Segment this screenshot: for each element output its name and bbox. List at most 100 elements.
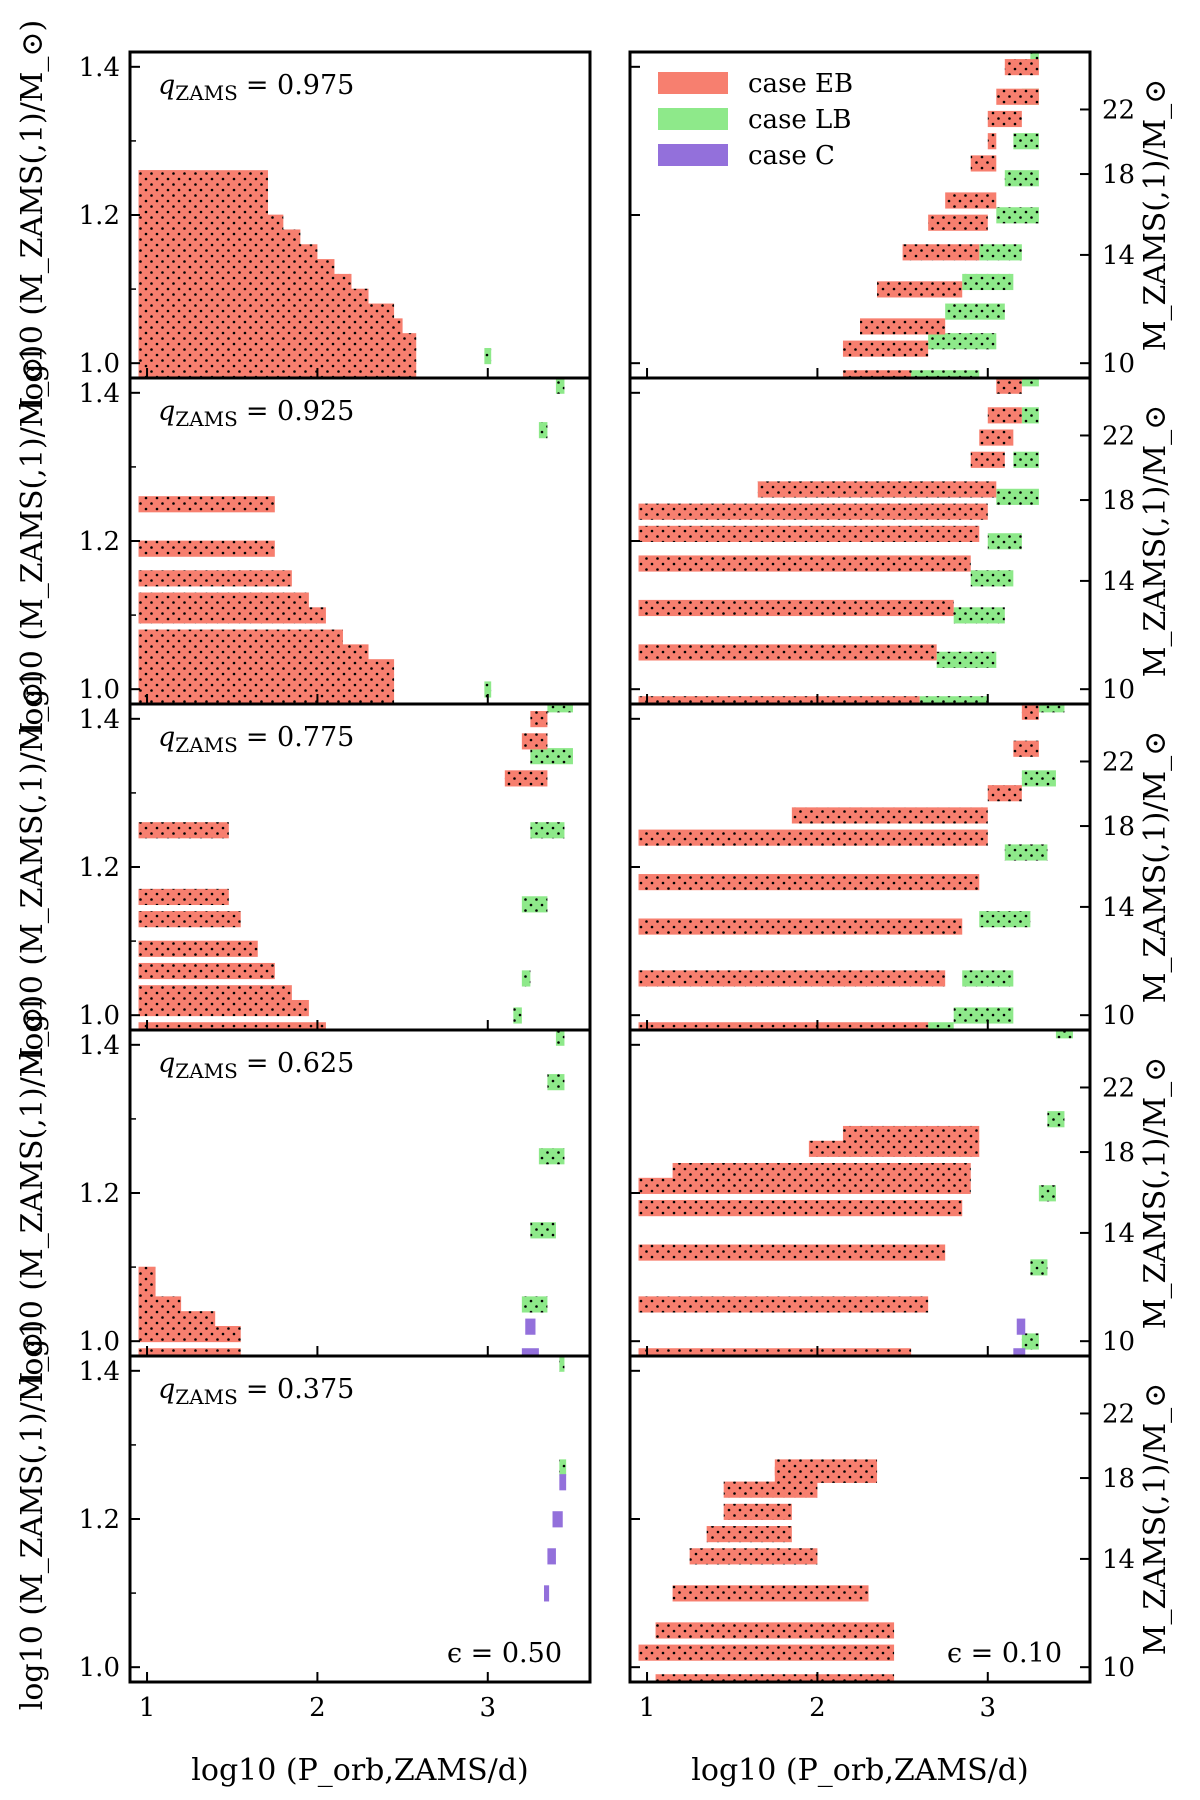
region-eb: [138, 273, 352, 291]
regions: [138, 704, 573, 1030]
region-eb: [138, 288, 369, 305]
legend-label-c: case C: [748, 141, 835, 171]
region-lb: [979, 244, 1022, 261]
region-lb: [1047, 1111, 1065, 1128]
y-tick-label: 1.0: [79, 349, 120, 379]
y-tick-label: 1.2: [79, 527, 120, 557]
region-lb: [1038, 1185, 1056, 1202]
y-axis-title-left: log10 (M_ZAMS(,1)/M_⊙): [15, 995, 50, 1385]
region-eb: [138, 244, 318, 261]
region-eb: [138, 229, 301, 246]
y-tick-label: 1.2: [79, 853, 120, 883]
region-eb: [970, 155, 997, 172]
region-lb: [555, 1030, 565, 1046]
region-eb: [672, 1585, 869, 1602]
region-lb: [936, 651, 997, 668]
q-label: qZAMS = 0.375: [158, 1374, 354, 1409]
region-eb: [638, 829, 988, 846]
region-lb: [521, 970, 531, 987]
region-eb: [138, 1325, 241, 1343]
region-eb: [138, 592, 309, 609]
region-lb: [1004, 844, 1048, 861]
legend-swatch-c: [658, 144, 728, 166]
region-lb: [559, 1459, 567, 1476]
panel-left-row-3: 1.0 1.2 1.4 qZAMS = 0.775: [79, 702, 592, 1032]
y-tick-label: 1.4: [79, 1031, 120, 1061]
region-lb: [962, 273, 1014, 291]
region-eb: [138, 1296, 182, 1313]
y2-tick-label: 10: [1102, 349, 1135, 379]
regions: [638, 704, 1065, 1030]
legend-swatch-eb: [658, 72, 728, 94]
region-eb: [138, 673, 395, 691]
region-eb: [842, 340, 929, 357]
q-sub: ZAMS: [175, 1059, 238, 1083]
region-eb: [877, 281, 963, 298]
regions: [544, 1356, 567, 1602]
y2-tick-label: 14: [1102, 1219, 1135, 1249]
y2-tick-label: 14: [1102, 567, 1135, 597]
y-axis-title-left: log10 (M_ZAMS(,1)/M_⊙): [15, 345, 50, 735]
y2-tick-label: 14: [1102, 893, 1135, 923]
region-lb: [521, 896, 548, 913]
y-axis-title-right: M_ZAMS(,1)/M_⊙: [1138, 1383, 1173, 1656]
region-lb: [1055, 1030, 1073, 1039]
region-lb: [970, 570, 1014, 587]
region-eb: [638, 1244, 946, 1261]
region-lb: [1013, 451, 1039, 468]
q-label: qZAMS = 0.775: [158, 722, 354, 757]
region-lb: [1013, 133, 1039, 150]
region-eb: [672, 1162, 971, 1180]
region-lb: [953, 1007, 1014, 1024]
region-eb: [638, 1348, 912, 1356]
region-lb: [555, 378, 565, 394]
legend: case EB case LB case C: [658, 69, 853, 171]
region-c: [544, 1585, 550, 1602]
y-axis-title-left: log10 (M_ZAMS(,1)/M_⊙): [15, 670, 50, 1060]
y-axis-title-right: M_ZAMS(,1)/M_⊙: [1138, 731, 1173, 1004]
region-lb: [962, 970, 1014, 987]
region-eb: [757, 481, 997, 498]
region-eb: [842, 1125, 980, 1143]
region-lb: [979, 911, 1031, 928]
region-lb: [1021, 1333, 1039, 1350]
region-eb: [138, 1281, 156, 1298]
q-value: = 0.975: [246, 70, 355, 101]
x-axis-title-right: log10 (P_orb,ZAMS/d): [691, 1753, 1028, 1788]
regions: [138, 52, 541, 378]
region-eb: [138, 362, 417, 378]
x-tick-label: 1: [639, 1693, 656, 1723]
legend-label-eb: case EB: [748, 69, 853, 99]
regions: [138, 378, 565, 704]
panel-right-row-5: 1 2 3 10 14 18 22: [628, 1354, 1135, 1723]
region-eb: [638, 1296, 929, 1313]
region-eb: [638, 599, 954, 617]
region-c: [1013, 1348, 1026, 1356]
region-lb: [530, 822, 565, 839]
y2-tick-label: 18: [1102, 812, 1135, 842]
x-axis-title-left: log10 (P_orb,ZAMS/d): [191, 1753, 528, 1788]
y-axis-title-left: log10 (M_ZAMS(,1)/M_⊙): [15, 1320, 50, 1710]
y-axis-title-left: log10 (M_ZAMS(,1)/M_⊙): [15, 20, 50, 410]
y-tick-label: 1.4: [79, 705, 120, 735]
y2-tick-label: 18: [1102, 1464, 1135, 1494]
region-eb: [638, 1022, 929, 1030]
region-eb: [689, 1548, 818, 1565]
panel-right-row-4: 10 14 18 22: [628, 1028, 1135, 1358]
y-tick-label: 1.0: [79, 675, 120, 705]
epsilon-label-left: ϵ = 0.50: [447, 1638, 562, 1669]
q-label: qZAMS = 0.925: [158, 396, 354, 431]
q-value: = 0.625: [246, 1048, 355, 1079]
epsilon-label-right: ϵ = 0.10: [947, 1638, 1062, 1669]
y2-tick-label: 10: [1102, 1653, 1135, 1683]
q-sub: ZAMS: [175, 1385, 238, 1409]
regions: [842, 52, 1039, 378]
region-eb: [138, 999, 309, 1017]
region-lb: [928, 333, 997, 350]
region-eb: [138, 985, 292, 1002]
y-tick-label: 1.2: [79, 1179, 120, 1209]
legend-swatch-lb: [658, 108, 728, 130]
region-lb: [538, 1148, 565, 1165]
y2-tick-label: 14: [1102, 1545, 1135, 1575]
region-eb: [530, 711, 548, 728]
